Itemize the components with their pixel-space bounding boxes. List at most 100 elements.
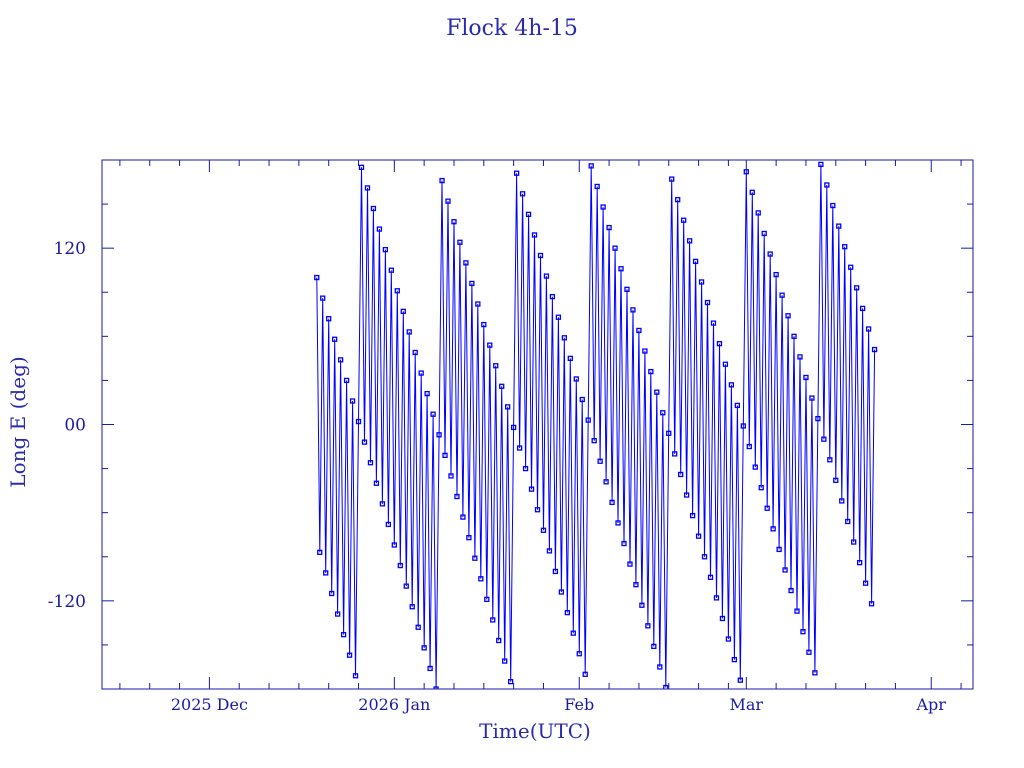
data-point-marker bbox=[624, 286, 630, 292]
data-point-marker bbox=[612, 245, 618, 251]
data-point-marker bbox=[868, 601, 875, 607]
data-point-marker bbox=[323, 570, 329, 576]
data-point-marker bbox=[394, 288, 400, 294]
data-point-marker bbox=[737, 677, 743, 683]
data-point-marker bbox=[681, 217, 687, 223]
data-point-marker bbox=[803, 374, 809, 381]
data-point-marker bbox=[660, 410, 666, 416]
data-point-marker bbox=[349, 398, 356, 404]
data-point-marker bbox=[827, 457, 833, 463]
data-series-line bbox=[316, 164, 876, 689]
data-point-marker bbox=[824, 182, 830, 188]
data-point-marker bbox=[400, 308, 406, 315]
data-point-marker bbox=[337, 357, 344, 363]
data-point-marker bbox=[806, 649, 812, 655]
chart-title: Flock 4h-15 bbox=[446, 16, 578, 41]
data-point-marker bbox=[397, 562, 403, 569]
data-point-marker bbox=[865, 326, 872, 332]
data-point-marker bbox=[508, 679, 514, 685]
x-tick-label: Mar bbox=[730, 695, 764, 714]
data-point-marker bbox=[707, 574, 714, 580]
data-point-marker bbox=[576, 651, 582, 657]
data-point-marker bbox=[376, 226, 383, 232]
data-point-marker bbox=[570, 630, 576, 636]
data-point-marker bbox=[466, 534, 472, 541]
data-point-marker bbox=[591, 438, 597, 444]
data-point-marker bbox=[406, 329, 412, 335]
data-point-marker bbox=[314, 274, 320, 281]
data-point-marker bbox=[782, 567, 788, 573]
data-point-marker bbox=[845, 518, 851, 525]
data-point-marker bbox=[499, 383, 505, 389]
data-point-marker bbox=[657, 664, 663, 670]
data-point-marker bbox=[842, 244, 848, 250]
data-point-marker bbox=[355, 418, 362, 425]
data-point-marker bbox=[481, 321, 487, 328]
data-point-marker bbox=[340, 631, 347, 638]
data-point-marker bbox=[725, 636, 732, 642]
data-point-marker bbox=[642, 348, 648, 354]
data-point-marker bbox=[815, 415, 821, 422]
data-point-marker bbox=[522, 465, 529, 472]
data-point-marker bbox=[776, 546, 782, 553]
data-point-marker bbox=[388, 267, 394, 273]
data-point-marker bbox=[683, 492, 690, 498]
x-tick-label: Apr bbox=[916, 695, 947, 714]
data-point-marker bbox=[764, 505, 770, 511]
data-point-marker bbox=[496, 637, 502, 644]
data-point-marker bbox=[862, 580, 869, 586]
data-point-marker bbox=[433, 686, 439, 689]
data-point-marker bbox=[370, 205, 377, 212]
data-point-marker bbox=[749, 189, 755, 195]
data-point-marker bbox=[502, 658, 508, 664]
y-tick-label: 00 bbox=[64, 416, 86, 436]
data-point-marker bbox=[463, 260, 469, 266]
data-point-marker bbox=[391, 542, 397, 548]
data-point-marker bbox=[770, 526, 776, 532]
data-point-marker bbox=[430, 411, 436, 417]
data-point-marker bbox=[457, 239, 463, 245]
data-point-marker bbox=[645, 623, 651, 629]
data-point-marker bbox=[424, 390, 430, 397]
data-point-marker bbox=[540, 527, 547, 533]
data-point-marker bbox=[761, 230, 767, 237]
data-point-marker bbox=[716, 341, 723, 347]
data-point-marker bbox=[519, 191, 526, 197]
data-point-marker bbox=[812, 670, 818, 676]
data-point-marker bbox=[415, 624, 421, 630]
data-point-marker bbox=[442, 452, 448, 459]
data-point-marker bbox=[379, 501, 386, 507]
data-point-marker bbox=[615, 520, 621, 526]
data-point-marker bbox=[663, 684, 669, 689]
data-point-marker bbox=[755, 210, 761, 216]
data-point-marker bbox=[785, 313, 791, 319]
data-point-marker bbox=[493, 363, 499, 369]
data-point-marker bbox=[534, 507, 541, 513]
data-point-marker bbox=[346, 652, 353, 658]
x-tick-label: 2025 Dec bbox=[171, 695, 248, 714]
data-point-marker bbox=[537, 252, 544, 259]
data-point-marker bbox=[719, 615, 726, 622]
data-point-marker bbox=[839, 498, 845, 504]
data-point-marker bbox=[412, 349, 418, 356]
data-point-marker bbox=[352, 673, 359, 679]
data-point-marker bbox=[558, 589, 565, 595]
data-point-marker bbox=[469, 280, 475, 287]
data-point-marker bbox=[510, 424, 517, 431]
data-point-marker bbox=[451, 219, 457, 225]
data-point-marker bbox=[573, 376, 579, 382]
data-point-marker bbox=[621, 540, 627, 547]
data-point-marker bbox=[722, 361, 729, 367]
data-point-marker bbox=[686, 238, 693, 244]
data-point-marker bbox=[606, 224, 612, 231]
data-point-marker bbox=[648, 368, 654, 375]
data-point-marker bbox=[367, 460, 374, 466]
data-point-marker bbox=[361, 439, 368, 445]
data-point-marker bbox=[752, 464, 758, 470]
data-point-marker bbox=[859, 305, 866, 312]
data-point-marker bbox=[654, 389, 660, 395]
data-point-marker bbox=[767, 251, 773, 257]
data-point-marker bbox=[478, 576, 484, 582]
data-point-marker bbox=[427, 665, 433, 672]
data-point-marker bbox=[567, 355, 573, 362]
